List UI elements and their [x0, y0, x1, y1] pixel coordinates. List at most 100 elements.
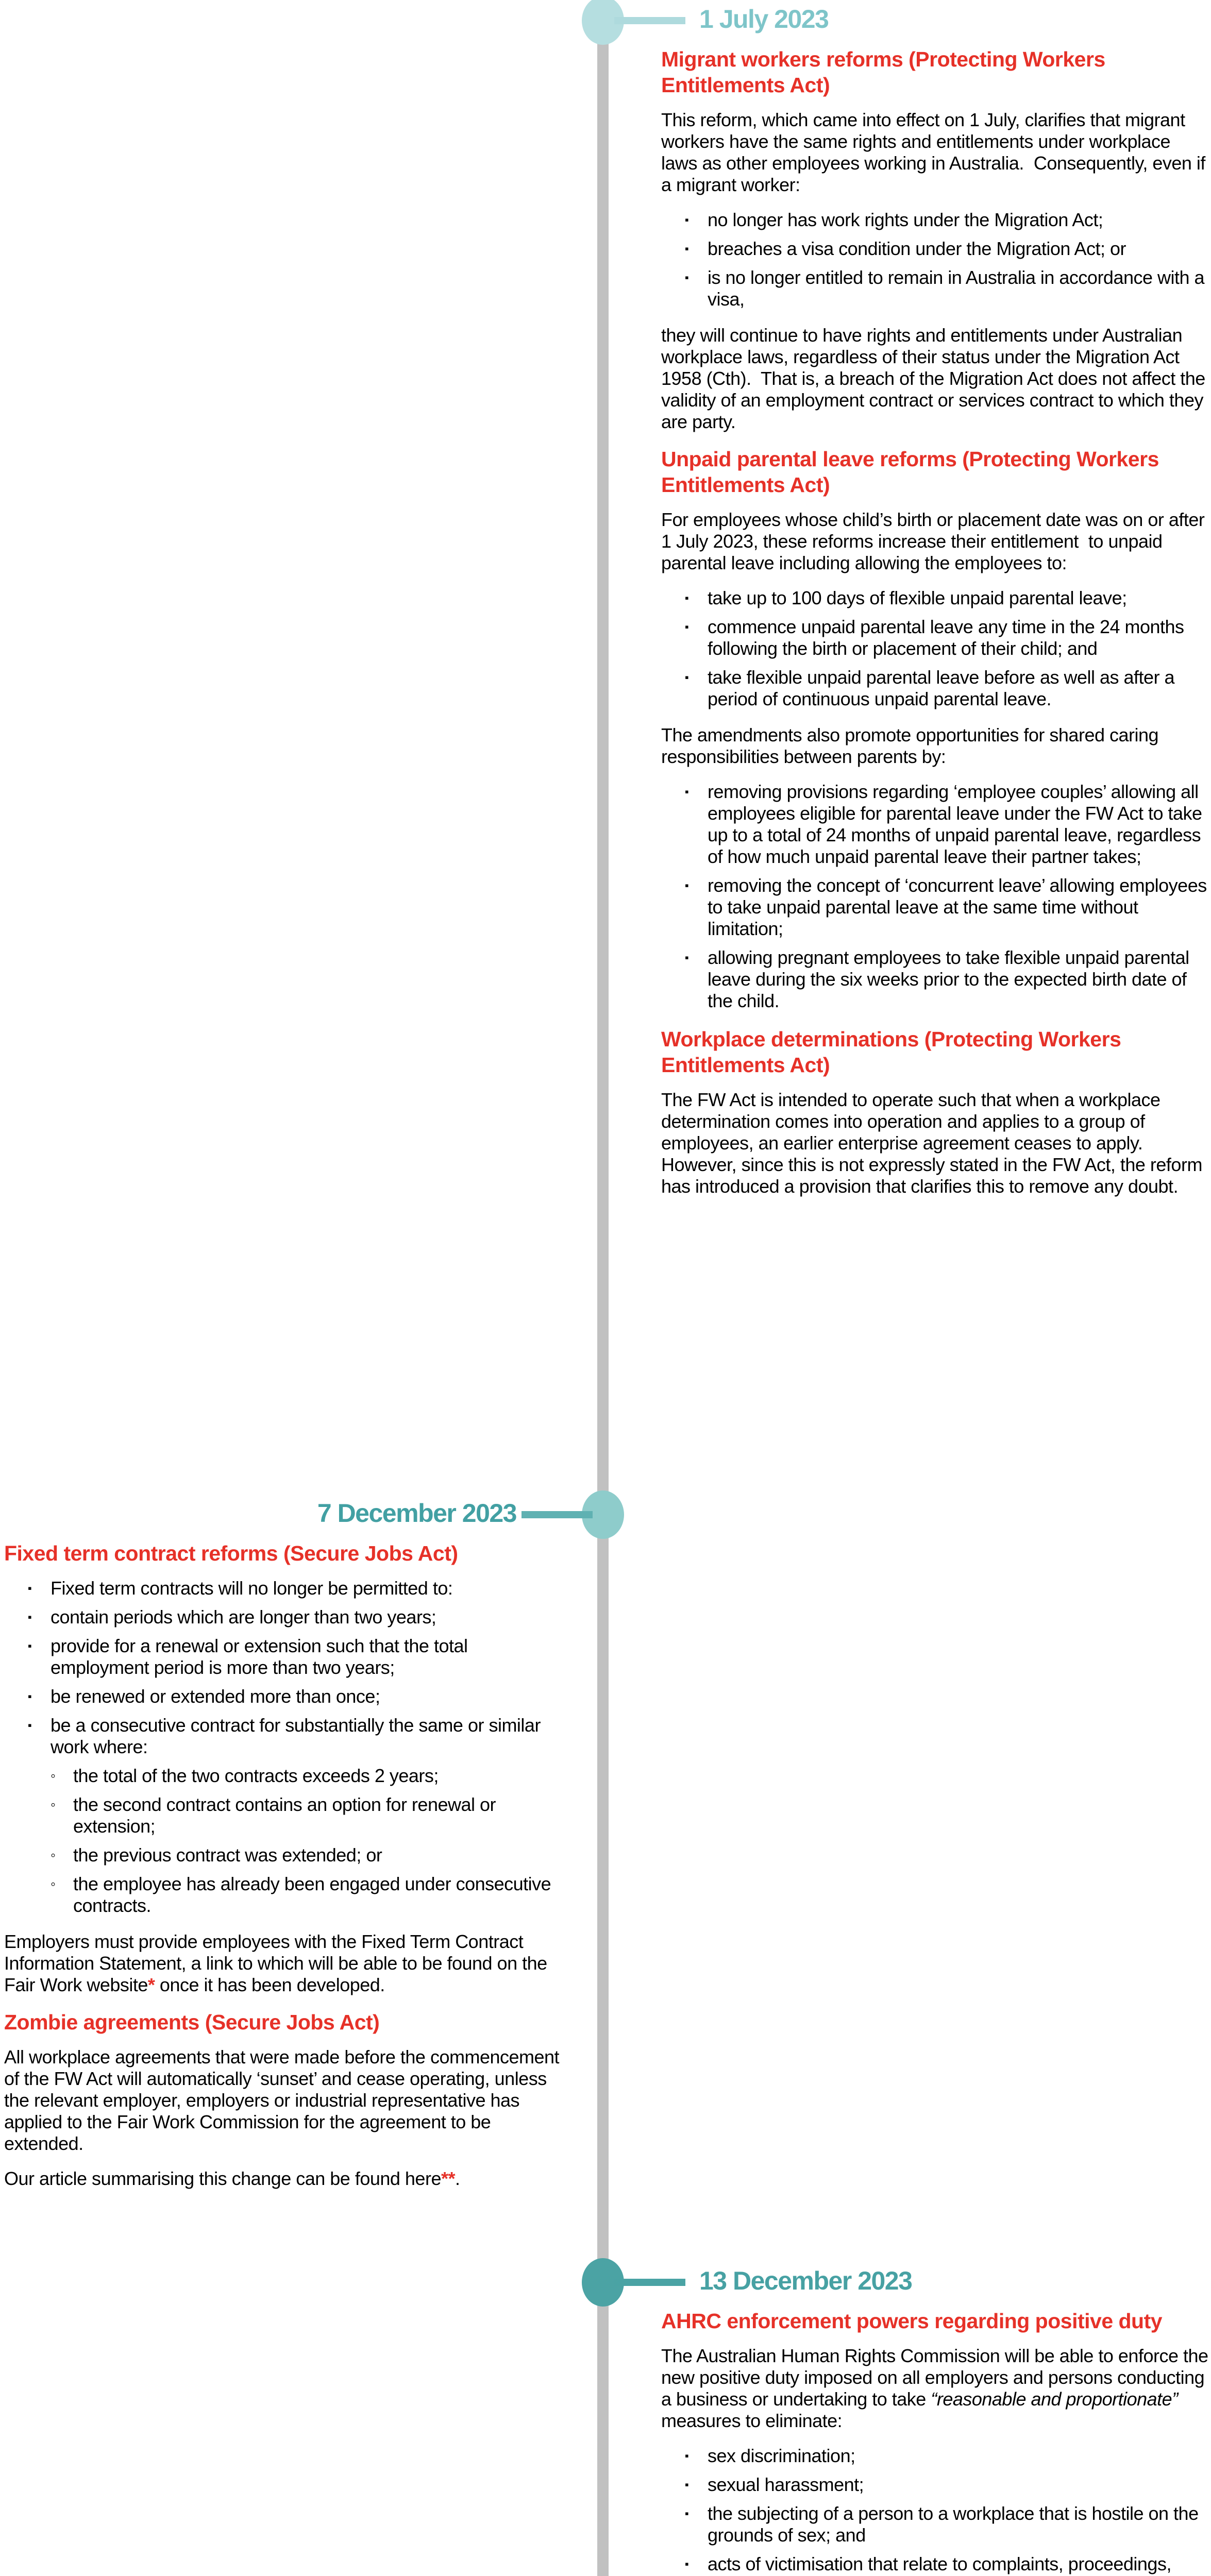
- section-heading: AHRC enforcement powers regarding positi…: [661, 2308, 1208, 2334]
- paragraph: The FW Act is intended to operate such t…: [661, 1089, 1208, 1197]
- bullet-item: ▪ be a consecutive contract for substanti…: [4, 1715, 562, 1758]
- bullet-text: allowing pregnant employees to take flex…: [708, 947, 1208, 1012]
- sub-bullet-item: ◦ the total of the two contracts exceeds …: [4, 1765, 562, 1787]
- text-run: Unpaid parental leave reforms (Protectin…: [661, 447, 1159, 497]
- text-run: is no longer entitled to remain in Austr…: [708, 267, 1209, 310]
- bullet-text: the employee has already been engaged un…: [73, 1873, 562, 1917]
- bullet-icon: ▪: [685, 2449, 689, 2462]
- bullet-icon: ▪: [28, 1582, 32, 1595]
- bullet-item: ▪ allowing pregnant employees to take fle…: [661, 947, 1208, 1012]
- text-run: be renewed or extended more than once;: [51, 1686, 380, 1707]
- bullet-icon: ▪: [685, 2478, 689, 2491]
- bullet-icon: ◦: [51, 1768, 56, 1784]
- text-run: no longer has work rights under the Migr…: [708, 209, 1103, 230]
- text-run: they will continue to have rights and en…: [661, 325, 1210, 432]
- timeline-section: 7 December 2023 Fixed term contract refor…: [4, 1498, 562, 2203]
- bullet-item: ▪ the subjecting of a person to a workpla…: [661, 2503, 1208, 2546]
- section-heading: Migrant workers reforms (Protecting Work…: [661, 46, 1208, 98]
- bullet-icon: ▪: [685, 271, 689, 284]
- text-run: Employers must provide employees with th…: [4, 1931, 552, 1995]
- text-run: the employee has already been engaged un…: [73, 1873, 556, 1916]
- timeline-section: 13 December 2023 AHRC enforcement powers …: [661, 2266, 1208, 2576]
- bullet-text: no longer has work rights under the Migr…: [708, 209, 1208, 231]
- text-run: AHRC enforcement powers regarding positi…: [661, 2309, 1163, 2333]
- bullet-item: ▪ removing the concept of ‘concurrent lea…: [661, 875, 1208, 940]
- text-run: commence unpaid parental leave any time …: [708, 616, 1189, 659]
- paragraph: Employers must provide employees with th…: [4, 1931, 562, 1996]
- text-run: the total of the two contracts exceeds 2…: [73, 1765, 439, 1786]
- bullet-item: ▪ breaches a visa condition under the Mig…: [661, 238, 1208, 260]
- text-run: allowing pregnant employees to take flex…: [708, 947, 1195, 1011]
- bullet-icon: ▪: [685, 671, 689, 684]
- bullet-icon: ▪: [685, 951, 689, 964]
- text-run: be a consecutive contract for substantia…: [51, 1715, 546, 1757]
- text-run: Fixed term contract reforms (Secure Jobs…: [4, 1541, 458, 1565]
- text-run: Fixed term contracts will no longer be p…: [51, 1578, 453, 1599]
- date-label: 13 December 2023: [699, 2266, 913, 2295]
- bullet-item: ▪ acts of victimisation that relate to co…: [661, 2553, 1208, 2576]
- text-run: breaches a visa condition under the Migr…: [708, 238, 1126, 259]
- text-run: Workplace determinations (Protecting Wor…: [661, 1027, 1121, 1077]
- text-run: acts of victimisation that relate to com…: [708, 2553, 1171, 2576]
- date-label: 7 December 2023: [317, 1499, 517, 1528]
- bullet-icon: ◦: [51, 1797, 56, 1812]
- timeline-bar: [597, 20, 609, 2576]
- bullet-item: ▪ sex discrimination;: [661, 2445, 1208, 2467]
- bullet-text: be a consecutive contract for substantia…: [51, 1715, 562, 1758]
- bullet-text: the second contract contains an option f…: [73, 1794, 562, 1837]
- paragraph: they will continue to have rights and en…: [661, 325, 1208, 433]
- bullet-icon: ▪: [685, 2557, 689, 2570]
- text-run: removing provisions regarding ‘employee …: [708, 781, 1207, 867]
- bullet-item: ▪ no longer has work rights under the Mig…: [661, 209, 1208, 231]
- bullet-icon: ▪: [685, 213, 689, 226]
- bullet-text: take flexible unpaid parental leave befo…: [708, 667, 1208, 710]
- bullet-item: ▪ removing provisions regarding ‘employee…: [661, 781, 1208, 868]
- bullet-icon: ▪: [685, 620, 689, 633]
- bullet-text: removing the concept of ‘concurrent leav…: [708, 875, 1208, 940]
- timeline-connector: [614, 2279, 685, 2286]
- timeline-connector: [522, 1511, 593, 1518]
- text-run: *: [147, 1974, 155, 1995]
- bullet-icon: ▪: [685, 2507, 689, 2520]
- bullet-icon: ▪: [28, 1639, 32, 1652]
- text-run: Zombie agreements (Secure Jobs Act): [4, 2010, 380, 2034]
- text-run: The Australian Human Rights Commission w…: [661, 2345, 1208, 2410]
- timeline-connector: [614, 17, 685, 24]
- bullet-text: Fixed term contracts will no longer be p…: [51, 1578, 562, 1599]
- bullet-item: ▪ commence unpaid parental leave any time…: [661, 616, 1208, 659]
- bullet-icon: ▪: [685, 242, 689, 255]
- bullet-text: take up to 100 days of flexible unpaid p…: [708, 587, 1208, 609]
- bullet-icon: ▪: [28, 1690, 32, 1703]
- text-run: **: [441, 2168, 456, 2189]
- bullet-text: the total of the two contracts exceeds 2…: [73, 1765, 562, 1787]
- text-run: the second contract contains an option f…: [73, 1794, 501, 1837]
- bullet-text: acts of victimisation that relate to com…: [708, 2553, 1208, 2576]
- text-run: the subjecting of a person to a workplac…: [708, 2503, 1204, 2546]
- sub-bullet-item: ◦ the second contract contains an option …: [4, 1794, 562, 1837]
- bullet-text: contain periods which are longer than tw…: [51, 1606, 562, 1628]
- sub-bullet-item: ◦ the previous contract was extended; or: [4, 1844, 562, 1866]
- text-run: The amendments also promote opportunitie…: [661, 724, 1164, 767]
- bullet-text: sex discrimination;: [708, 2445, 1208, 2467]
- bullet-item: ▪ be renewed or extended more than once;: [4, 1686, 562, 1707]
- paragraph: Our article summarising this change can …: [4, 2168, 562, 2190]
- text-run: Our article summarising this change can …: [4, 2168, 441, 2189]
- bullet-text: provide for a renewal or extension such …: [51, 1635, 562, 1679]
- paragraph: This reform, which came into effect on 1…: [661, 109, 1208, 196]
- text-run: sex discrimination;: [708, 2445, 855, 2466]
- paragraph: For employees whose child’s birth or pla…: [661, 509, 1208, 574]
- bullet-text: is no longer entitled to remain in Austr…: [708, 267, 1208, 310]
- text-run: All workplace agreements that were made …: [4, 2046, 564, 2154]
- bullet-item: ▪ contain periods which are longer than t…: [4, 1606, 562, 1628]
- bullet-item: ▪ Fixed term contracts will no longer be …: [4, 1578, 562, 1599]
- bullet-text: the subjecting of a person to a workplac…: [708, 2503, 1208, 2546]
- bullet-icon: ▪: [685, 785, 689, 798]
- text-run: take up to 100 days of flexible unpaid p…: [708, 587, 1127, 608]
- bullet-text: commence unpaid parental leave any time …: [708, 616, 1208, 659]
- bullet-item: ▪ sexual harassment;: [661, 2474, 1208, 2496]
- bullet-text: the previous contract was extended; or: [73, 1844, 562, 1866]
- text-run: measures to eliminate:: [661, 2388, 1183, 2431]
- text-run: “reasonable and proportionate”: [931, 2388, 1178, 2410]
- text-run: .: [455, 2168, 460, 2189]
